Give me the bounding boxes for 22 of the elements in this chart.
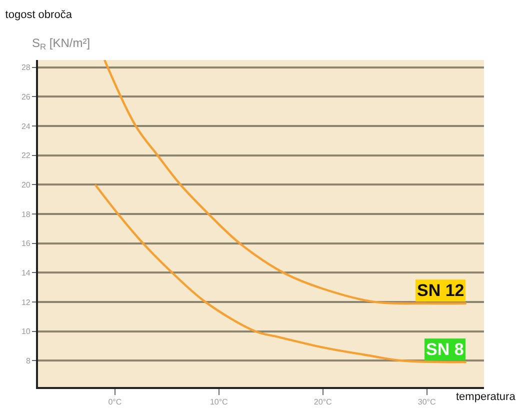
x-tick-label: 20°C [314,398,332,407]
series-label: SN 8 [426,340,464,359]
y-tick-label: 18 [21,210,31,219]
y-axis-title: S$_{R}$ [KN/m²] [32,36,90,52]
x-tick-label: 10°C [210,398,228,407]
y-tick-label: 26 [21,92,31,102]
y-tick-label: 12 [21,298,31,307]
y-tick-label: 10 [21,327,31,336]
y-tick-label: 14 [21,268,31,278]
y-tick-label: 28 [21,63,31,72]
y-tick-label: 22 [21,151,31,160]
x-tick-label: 0°C [108,398,122,407]
y-tick-label: 20 [21,180,31,190]
y-tick-label: 16 [21,239,31,248]
line-series [103,60,468,305]
y-tick-label: 24 [21,122,31,131]
line-series [94,184,468,364]
series-label: SN 12 [417,281,464,300]
y-tick-label: 8 [26,356,31,366]
chart-title: togost obroča [5,9,73,22]
x-axis-title: temperatura [456,391,516,403]
x-tick-label: 30°C [418,398,436,407]
